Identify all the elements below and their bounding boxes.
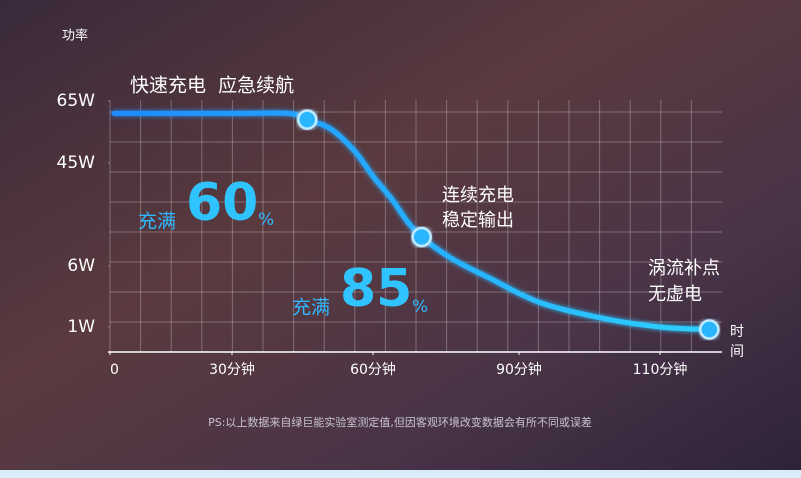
x-tick-label: 110分钟: [633, 361, 688, 378]
x-tick-label: 60分钟: [350, 361, 396, 378]
y-axis-label: 功率: [62, 28, 88, 44]
x-tick-label: 90分钟: [496, 361, 542, 378]
annotation: 涡流补点: [648, 258, 720, 279]
x-axis-label: 时: [730, 324, 744, 340]
power-curve: [111, 110, 712, 332]
x-tick-label: 30分钟: [209, 361, 255, 378]
annotation: 连续充电: [442, 185, 514, 206]
footnote: PS:以上数据来自绿巨能实验室测定值,但因客观环境改变数据会有所不同或误差: [208, 415, 592, 429]
annotation: 充满: [292, 297, 330, 319]
x-axis-label: 间: [730, 344, 744, 360]
annotation: 60: [186, 173, 258, 233]
y-tick-label: 65W: [57, 91, 96, 111]
annotation: 充满: [138, 211, 176, 233]
annotation: %: [412, 297, 428, 317]
y-tick-label: 45W: [57, 153, 96, 173]
curve-point: [296, 109, 318, 130]
y-tick-label: 1W: [67, 317, 95, 337]
annotation: 85: [340, 259, 412, 319]
curve-point: [699, 319, 720, 340]
y-tick-label: 6W: [67, 256, 95, 276]
annotation: 无虚电: [648, 284, 702, 305]
annotation: 稳定输出: [442, 210, 514, 231]
annotation: %: [258, 210, 274, 230]
x-tick-label: 0: [110, 362, 119, 378]
annotation: 快速充电 应急续航: [130, 75, 294, 97]
curve-point: [411, 226, 432, 248]
bottom-strip: [0, 470, 801, 478]
